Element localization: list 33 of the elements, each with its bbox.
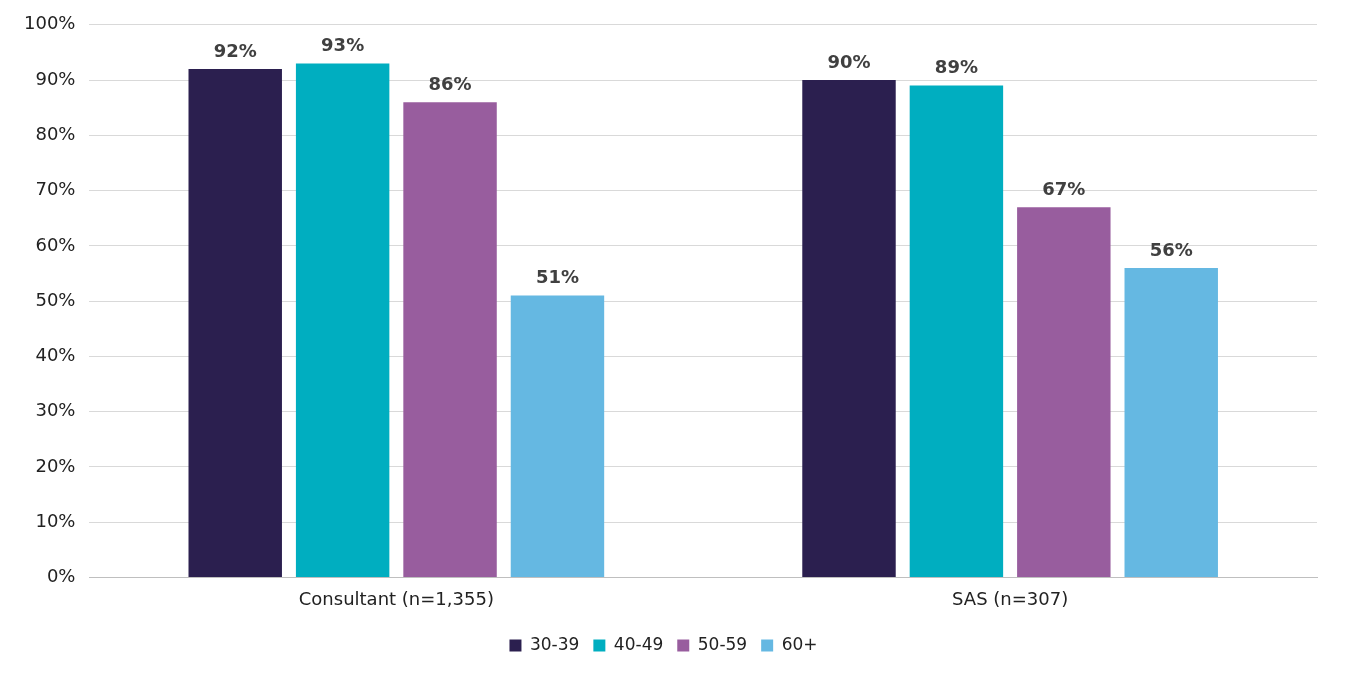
legend-label: 40-49 bbox=[613, 633, 664, 654]
bar bbox=[802, 80, 896, 577]
bar bbox=[909, 85, 1004, 577]
bar bbox=[295, 63, 390, 577]
data-label: 56% bbox=[1149, 238, 1193, 260]
y-tick-label: 10% bbox=[35, 509, 76, 531]
bar bbox=[188, 69, 282, 577]
data-label: 67% bbox=[1042, 177, 1086, 199]
legend-label: 60+ bbox=[781, 633, 818, 654]
legend-label: 30-39 bbox=[529, 633, 580, 654]
legend-label: 50-59 bbox=[697, 633, 748, 654]
x-tick-label: SAS (n=307) bbox=[952, 587, 1069, 609]
data-label: 86% bbox=[428, 72, 472, 94]
data-label: 89% bbox=[934, 56, 978, 78]
bar bbox=[510, 295, 605, 577]
data-label: 51% bbox=[535, 266, 580, 288]
data-label: 92% bbox=[213, 39, 257, 61]
data-label: 90% bbox=[827, 50, 871, 72]
y-tick-label: 20% bbox=[35, 454, 76, 476]
x-tick-label: Consultant (n=1,355) bbox=[298, 587, 494, 609]
y-tick-label: 80% bbox=[35, 122, 76, 144]
y-tick-label: 60% bbox=[35, 233, 76, 255]
y-tick-label: 100% bbox=[23, 12, 76, 34]
y-tick-label: 70% bbox=[35, 178, 76, 200]
y-tick-label: 0% bbox=[46, 565, 76, 587]
bar bbox=[1124, 267, 1218, 577]
y-tick-label: 90% bbox=[35, 67, 76, 89]
y-tick-label: 30% bbox=[35, 399, 76, 421]
bar bbox=[403, 102, 497, 577]
data-label: 93% bbox=[321, 34, 365, 56]
y-tick-label: 40% bbox=[35, 344, 76, 366]
bar bbox=[1017, 207, 1111, 577]
y-tick-label: 50% bbox=[35, 288, 76, 310]
